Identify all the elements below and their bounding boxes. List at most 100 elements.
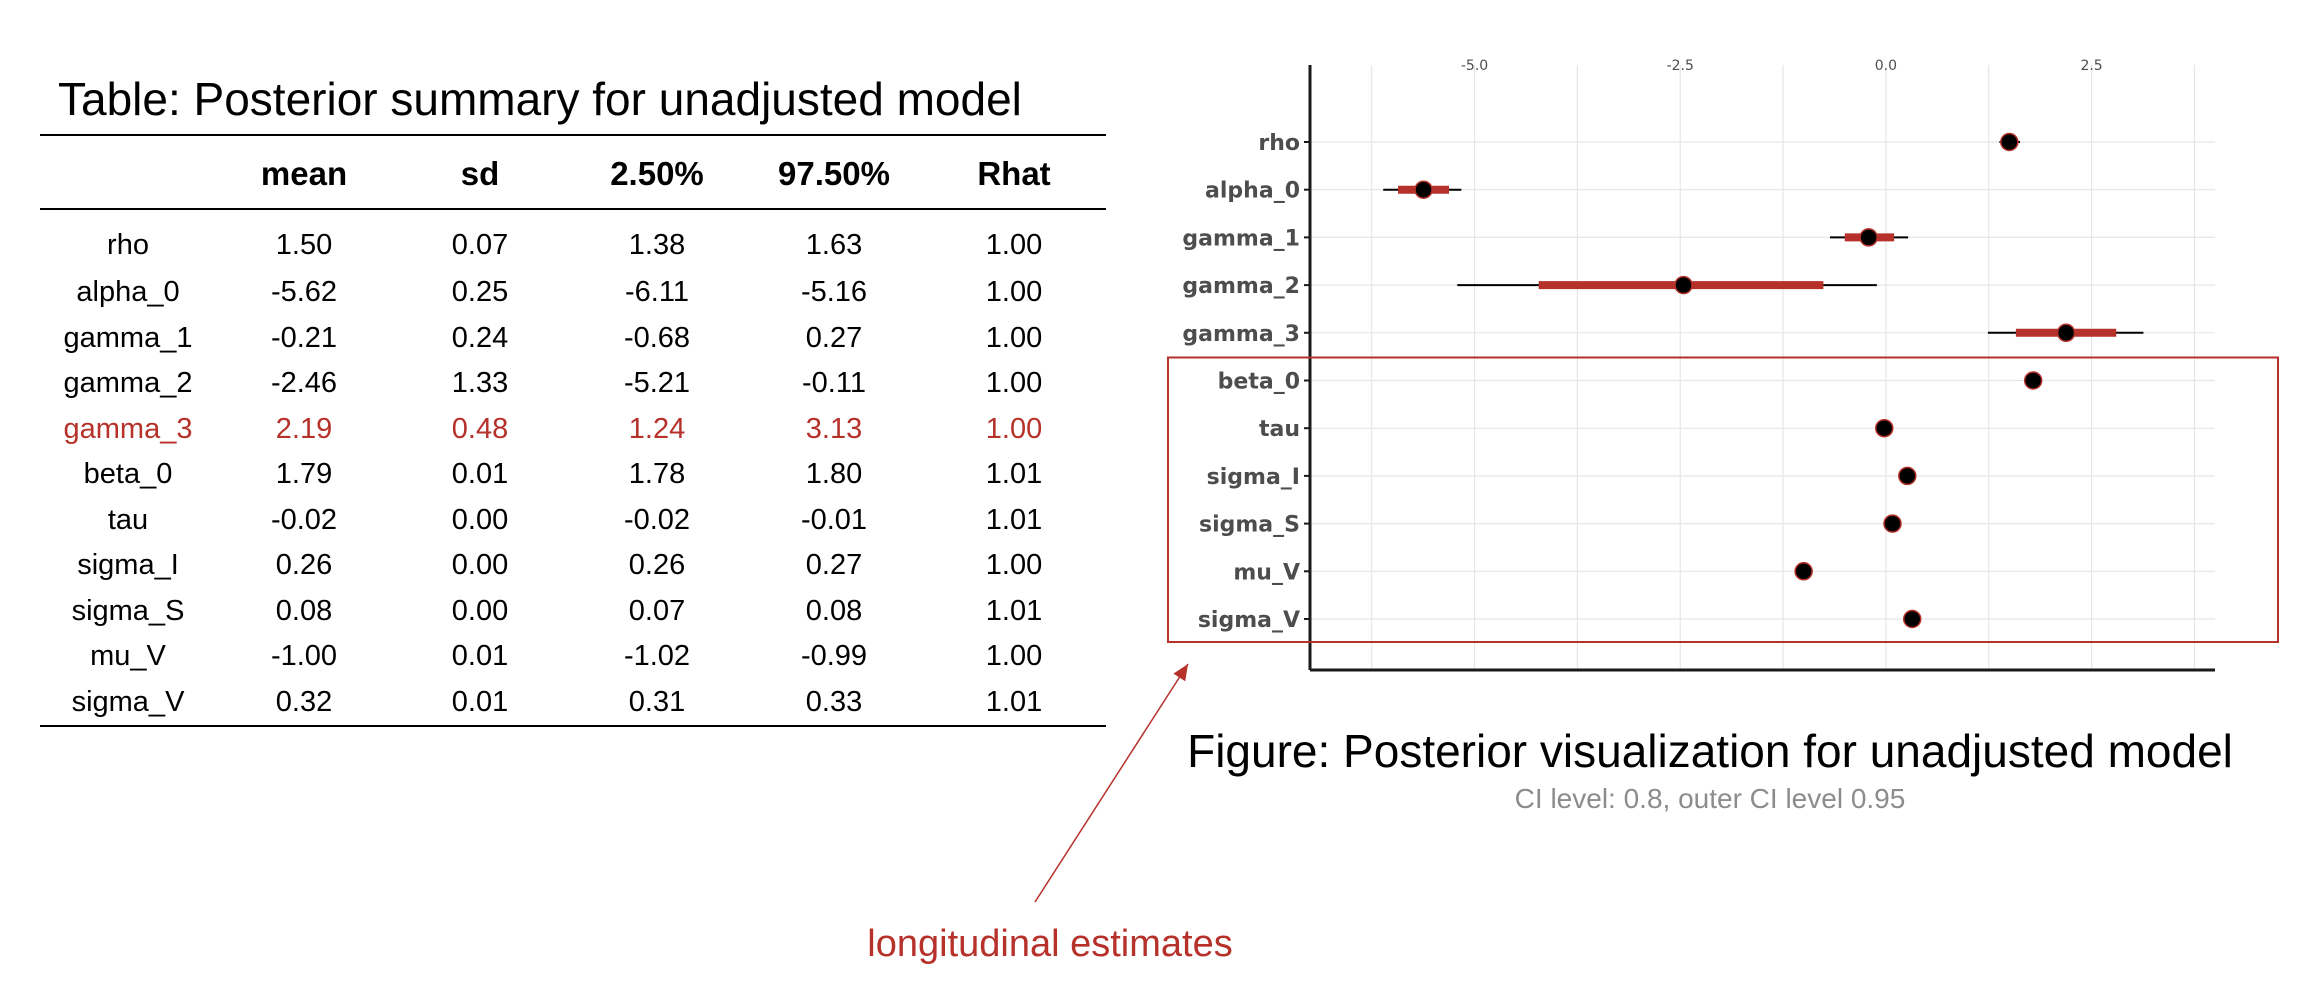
- table-cell: 0.32: [275, 685, 333, 718]
- table-cell: 0.00: [451, 549, 509, 582]
- table-cell: 1.79: [275, 458, 333, 491]
- annotation-label: longitudinal estimates: [867, 923, 1233, 965]
- table-cell: -5.21: [623, 367, 691, 400]
- table-cell: -0.01: [800, 503, 868, 536]
- table-cell: 0.07: [451, 228, 509, 261]
- header-mean: mean: [260, 155, 348, 192]
- point-estimate-sigma_S: [1883, 514, 1902, 533]
- table-cell: 1.00: [985, 549, 1043, 582]
- table-row: alpha_0 -5.62 0.25 -6.11 -5.16 1.00: [40, 270, 1106, 316]
- y-label-rho: rho: [1258, 131, 1300, 156]
- table-cell: 1.78: [628, 458, 686, 491]
- table-cell: 3.13: [805, 412, 863, 445]
- figure-subcaption: CI level: 0.8, outer CI level 0.95: [1514, 783, 1906, 814]
- table-cell: 1.50: [275, 228, 333, 261]
- row-label: alpha_0: [76, 276, 180, 309]
- point-estimate-gamma_3: [2056, 323, 2076, 343]
- table-body: rho 1.50 0.07 1.38 1.63 1.00 alpha_0 -5.62 0.25 -…: [40, 209, 1106, 726]
- table-cell: 0.33: [805, 685, 863, 718]
- table-row: beta_0 1.79 0.01 1.78 1.80 1.01: [40, 452, 1106, 498]
- point-estimate-sigma_I: [1898, 466, 1917, 486]
- table-top-rule: [40, 134, 1106, 136]
- table-row: sigma_S 0.08 0.00 0.07 0.08 1.01: [40, 589, 1106, 635]
- table-row: gamma_3 2.19 0.48 1.24 3.13 1.00: [40, 407, 1106, 453]
- table-cell: 1.80: [805, 458, 863, 491]
- table-cell: 0.24: [451, 321, 509, 354]
- table-cell: 0.00: [451, 594, 509, 627]
- point-estimate-rho: [2000, 132, 2019, 152]
- table-cell: 1.00: [985, 412, 1043, 445]
- x-tick-label: 0.0: [1875, 58, 1897, 74]
- table-cell: -6.11: [625, 276, 689, 309]
- header-2-50-: 2.50%: [610, 155, 704, 192]
- table-cell: 2.19: [275, 412, 333, 445]
- header-97-50-: 97.50%: [778, 155, 890, 192]
- x-tick-label: -5.0: [1461, 58, 1488, 74]
- table-cell: 0.01: [451, 640, 509, 673]
- table-cell: 0.25: [451, 276, 509, 309]
- row-label: gamma_2: [63, 367, 193, 400]
- table-row: tau -0.02 0.00 -0.02 -0.01 1.01: [40, 498, 1106, 544]
- table-cell: 0.26: [628, 549, 686, 582]
- row-label: beta_0: [83, 458, 173, 491]
- y-label-sigma_I: sigma_I: [1207, 465, 1300, 490]
- point-estimate-alpha_0: [1414, 180, 1433, 199]
- table-cell: -2.46: [270, 367, 338, 400]
- table-cell: 0.01: [451, 685, 509, 718]
- table-cell: 1.01: [985, 594, 1043, 627]
- table-cell: 1.01: [985, 685, 1043, 718]
- table-cell: 1.00: [985, 321, 1043, 354]
- header-sd: sd: [460, 155, 500, 192]
- table-cell: -1.00: [270, 640, 338, 673]
- table-row: rho 1.50 0.07 1.38 1.63 1.00: [40, 209, 1106, 270]
- y-label-sigma_V: sigma_V: [1198, 608, 1300, 633]
- table-cell: 1.01: [985, 503, 1043, 536]
- point-estimate-beta_0: [2023, 371, 2043, 390]
- table-cell: 0.26: [275, 549, 333, 582]
- row-label: gamma_1: [63, 321, 193, 354]
- header-rhat: Rhat: [977, 155, 1051, 192]
- table-cell: 1.01: [985, 458, 1043, 491]
- table-title: Table: Posterior summary for unadjusted …: [58, 73, 1022, 125]
- y-label-alpha_0: alpha_0: [1205, 179, 1300, 204]
- annotation-arrow: [1034, 663, 1189, 903]
- table-header-row: mean sd 2.50% 97.50% Rhat: [40, 146, 1106, 209]
- table-cell: 1.00: [985, 367, 1043, 400]
- table-cell: 1.63: [805, 228, 863, 261]
- table-row: gamma_1 -0.21 0.24 -0.68 0.27 1.00: [40, 316, 1106, 362]
- table-cell: -0.02: [623, 503, 691, 536]
- row-label: sigma_S: [71, 594, 185, 627]
- row-label: rho: [107, 228, 149, 261]
- y-label-gamma_2: gamma_2: [1182, 274, 1300, 299]
- axes: -5.0 -2.5 0.0 2.5: [1304, 58, 2215, 672]
- table-cell: 1.33: [451, 367, 509, 400]
- table-row: sigma_V 0.32 0.01 0.31 0.33 1.01: [40, 680, 1106, 726]
- table-row: mu_V -1.00 0.01 -1.02 -0.99 1.00: [40, 634, 1106, 680]
- y-label-gamma_1: gamma_1: [1182, 226, 1300, 251]
- posterior-summary-table: mean sd 2.50% 97.50% Rhat rho 1.50 0.07 1.38 1.6…: [40, 146, 1106, 727]
- y-label-tau: tau: [1259, 417, 1300, 442]
- table-row: sigma_I 0.26 0.00 0.26 0.27 1.00: [40, 543, 1106, 589]
- table-row: gamma_2 -2.46 1.33 -5.21 -0.11 1.00: [40, 361, 1106, 407]
- table-cell: -0.68: [623, 321, 691, 354]
- table-cell: -5.62: [270, 276, 338, 309]
- table-cell: 1.00: [985, 640, 1043, 673]
- table-cell: -5.16: [800, 276, 868, 309]
- plot-marks: [1383, 132, 2144, 629]
- y-axis-labels: rho alpha_0 gamma_1 gamma_2 gamma_3 beta_0tau…: [1182, 131, 1300, 633]
- y-label-mu_V: mu_V: [1233, 560, 1300, 585]
- annotation-arrowhead: [1173, 664, 1188, 682]
- table-cell: 1.38: [628, 228, 686, 261]
- point-estimate-gamma_2: [1674, 275, 1693, 295]
- x-tick-label: 2.5: [2080, 58, 2102, 74]
- table-cell: 0.27: [805, 549, 863, 582]
- x-tick-label: -2.5: [1667, 58, 1694, 74]
- row-label: mu_V: [90, 640, 166, 673]
- table-cell: 0.27: [805, 321, 863, 354]
- table-cell: -0.21: [270, 321, 338, 354]
- table-cell: 1.00: [985, 276, 1043, 309]
- grid-lines: [1310, 65, 2215, 670]
- y-label-gamma_3: gamma_3: [1182, 322, 1300, 347]
- point-estimate-gamma_1: [1859, 228, 1878, 247]
